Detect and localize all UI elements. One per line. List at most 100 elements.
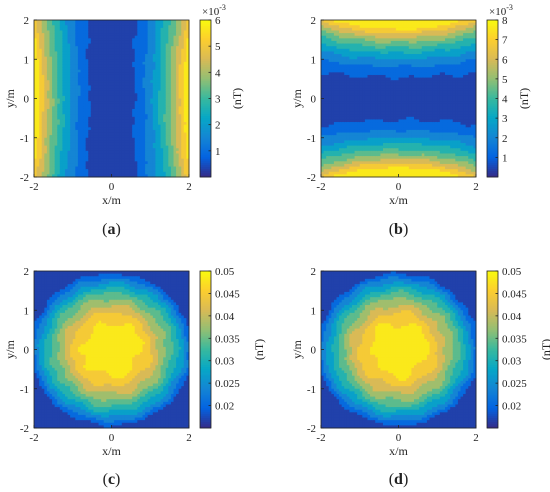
heatmap-cell xyxy=(116,116,120,120)
heatmap-cell xyxy=(41,174,45,178)
heatmap-cell xyxy=(145,156,149,160)
heatmap-cell xyxy=(103,43,107,47)
heatmap-cell xyxy=(127,163,131,168)
x-tick-label: 0 xyxy=(109,181,115,193)
heatmap-cell xyxy=(85,158,89,162)
heatmap-cell xyxy=(145,80,149,84)
heatmap-cell xyxy=(147,129,151,134)
heatmap-cell xyxy=(90,43,94,47)
heatmap-cell xyxy=(65,40,69,45)
heatmap-cell xyxy=(36,85,40,89)
heatmap-cell xyxy=(67,106,71,110)
heatmap-cell xyxy=(108,171,112,175)
heatmap-cell xyxy=(90,48,94,52)
heatmap-cell xyxy=(145,48,149,52)
heatmap-cell xyxy=(93,61,97,65)
heatmap-cell xyxy=(101,114,105,118)
heatmap-cell xyxy=(108,56,112,60)
heatmap-cell xyxy=(98,40,102,45)
heatmap-cell xyxy=(34,129,38,134)
heatmap-cell xyxy=(49,59,53,63)
heatmap-cell xyxy=(36,148,40,152)
heatmap-cell xyxy=(44,43,48,47)
heatmap-cell xyxy=(83,116,87,120)
heatmap-cell xyxy=(72,114,76,118)
heatmap-cell xyxy=(59,98,63,102)
heatmap-cell xyxy=(52,90,56,94)
heatmap-cell xyxy=(88,158,92,162)
heatmap-cell xyxy=(54,132,58,136)
heatmap-cell xyxy=(139,46,143,50)
heatmap-cell xyxy=(132,85,136,89)
heatmap-cell xyxy=(121,95,125,99)
heatmap-cell xyxy=(137,40,141,45)
heatmap-cell xyxy=(127,127,131,131)
heatmap-cell xyxy=(77,85,81,89)
heatmap-cell xyxy=(145,122,149,126)
heatmap-cell xyxy=(114,108,118,113)
heatmap-cell xyxy=(41,93,45,97)
heatmap-cell xyxy=(88,127,92,131)
heatmap-cell xyxy=(77,95,81,99)
heatmap-cell xyxy=(57,169,61,173)
heatmap-cell xyxy=(57,98,61,102)
heatmap-cell xyxy=(129,27,133,31)
heatmap-cell xyxy=(139,80,143,84)
heatmap-cell xyxy=(54,163,58,168)
heatmap-cell xyxy=(111,48,115,52)
heatmap-cell xyxy=(44,54,48,58)
heatmap-cell xyxy=(70,137,74,141)
heatmap-cell xyxy=(139,145,143,149)
heatmap-cell xyxy=(116,72,120,76)
heatmap-cell xyxy=(142,142,146,147)
heatmap-cell xyxy=(54,22,58,26)
heatmap-cell xyxy=(101,132,105,136)
heatmap-cell xyxy=(93,163,97,168)
heatmap-cell xyxy=(75,153,79,157)
heatmap-cell xyxy=(83,171,87,175)
heatmap-cell xyxy=(134,54,138,58)
colorbar-tick-label: 2 xyxy=(215,120,221,132)
heatmap-cell xyxy=(108,51,112,55)
heatmap-cell xyxy=(52,161,56,165)
heatmap-cell xyxy=(137,106,141,110)
heatmap-cell xyxy=(34,40,38,45)
heatmap-cell xyxy=(62,48,66,52)
heatmap-cell xyxy=(114,101,118,105)
heatmap-cell xyxy=(39,145,43,149)
heatmap-cell xyxy=(96,145,100,149)
heatmap-cell xyxy=(103,161,107,165)
heatmap-cell xyxy=(121,174,125,178)
heatmap-cell xyxy=(70,90,74,94)
heatmap-cell xyxy=(111,163,115,168)
heatmap-cell xyxy=(70,22,74,26)
heatmap-cell xyxy=(65,153,69,157)
heatmap-cell xyxy=(137,145,141,149)
heatmap-cell xyxy=(75,74,79,79)
heatmap-cell xyxy=(46,93,50,97)
heatmap-cell xyxy=(96,30,100,34)
heatmap-cell xyxy=(145,33,149,37)
heatmap-cell xyxy=(70,25,74,29)
heatmap-cell xyxy=(49,38,53,42)
heatmap-cell xyxy=(75,22,79,26)
heatmap-cell xyxy=(67,129,71,134)
heatmap-cell xyxy=(70,40,74,45)
heatmap-cell xyxy=(67,30,71,34)
heatmap-cell xyxy=(116,61,120,65)
heatmap-cell xyxy=(36,122,40,126)
heatmap-cell xyxy=(124,95,128,99)
heatmap-cell xyxy=(129,124,133,128)
heatmap-cell xyxy=(49,127,53,131)
heatmap-cell xyxy=(83,72,87,76)
heatmap-cell xyxy=(80,156,84,160)
heatmap-cell xyxy=(49,85,53,89)
heatmap-cell xyxy=(98,38,102,42)
heatmap-cell xyxy=(145,137,149,141)
heatmap-cell xyxy=(54,59,58,63)
heatmap-cell xyxy=(96,111,100,115)
heatmap-cell xyxy=(106,82,110,86)
heatmap-cell xyxy=(106,35,110,39)
heatmap-cell xyxy=(39,153,43,157)
heatmap-cell xyxy=(116,111,120,115)
